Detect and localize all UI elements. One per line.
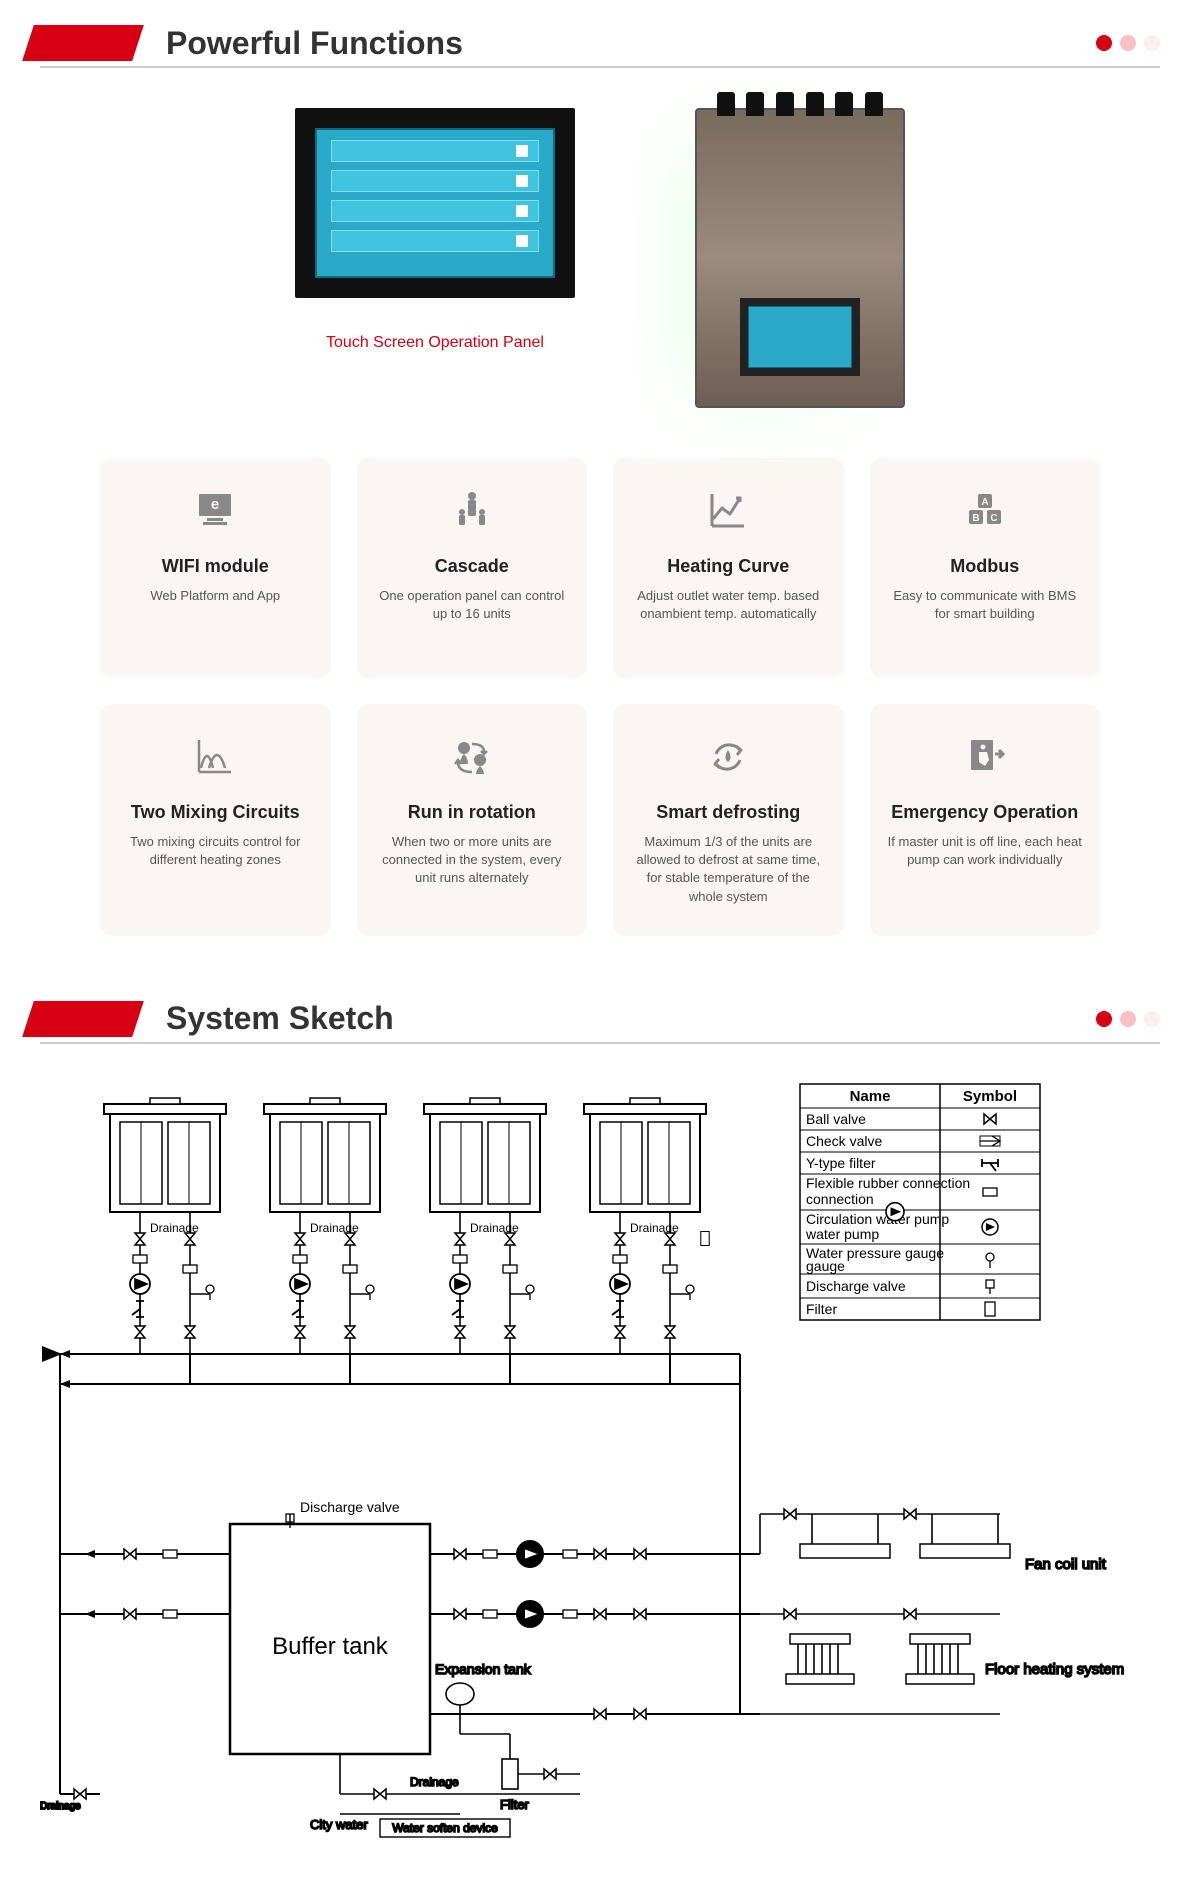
- line-chart-icon: [704, 486, 752, 534]
- distribution: [430, 1474, 760, 1719]
- feature-modbus: A B C Modbus Easy to communicate with BM…: [870, 458, 1101, 678]
- heat-pump-device: [695, 108, 905, 408]
- legend-table: Name Symbol Ball valve Check valve Y-typ…: [701, 1084, 1040, 1320]
- svg-text:C: C: [990, 513, 997, 524]
- monitor-icon: e: [191, 486, 239, 534]
- touch-panel-frame: [295, 108, 575, 298]
- system-sketch: Name Symbol Ball valve Check valve Y-typ…: [40, 1074, 1160, 1859]
- svg-text:water pump: water pump: [805, 1226, 879, 1242]
- section-header-functions: Powerful Functions: [40, 20, 1160, 68]
- legend-row: Discharge valve: [806, 1278, 906, 1294]
- legend-header-name: Name: [850, 1088, 891, 1105]
- floor-heating-branch: Floor heating system: [760, 1609, 1124, 1714]
- fan-coil-branch: Fan coil unit: [760, 1509, 1107, 1573]
- feature-emergency: Emergency Operation If master unit is of…: [870, 704, 1101, 936]
- svg-text:Drainage: Drainage: [410, 1775, 459, 1789]
- legend-header-symbol: Symbol: [963, 1088, 1017, 1105]
- system-sketch-svg: Name Symbol Ball valve Check valve Y-typ…: [40, 1074, 1160, 1854]
- device-embedded-screen: [740, 298, 860, 376]
- svg-text:B: B: [972, 513, 979, 524]
- feature-desc: Maximum 1/3 of the units are allowed to …: [631, 833, 826, 906]
- buffer-tank: Buffer tank Discharge valve: [230, 1499, 430, 1754]
- device-pipes: [697, 92, 903, 116]
- feature-title: Emergency Operation: [888, 802, 1083, 823]
- feature-title: Heating Curve: [631, 556, 826, 577]
- legend-row: Flexible rubber connection: [806, 1175, 970, 1191]
- section-header-sketch: System Sketch: [40, 996, 1160, 1044]
- svg-text:Buffer tank: Buffer tank: [272, 1633, 389, 1660]
- section-title: Powerful Functions: [166, 25, 463, 62]
- svg-text:Drainage: Drainage: [40, 1801, 81, 1812]
- svg-text:Expansion tank: Expansion tank: [435, 1661, 532, 1677]
- legend-row: Circulation water pump: [806, 1211, 949, 1227]
- left-loop: Drainage: [40, 1354, 230, 1812]
- heat-pump-units: Drainage Drainage Drainage Drainage: [104, 1098, 706, 1235]
- feature-defrosting: Smart defrosting Maximum 1/3 of the unit…: [613, 704, 844, 936]
- svg-text:e: e: [211, 496, 219, 513]
- feature-title: Smart defrosting: [631, 802, 826, 823]
- legend-row: Ball valve: [806, 1111, 866, 1127]
- feature-desc: If master unit is off line, each heat pu…: [888, 833, 1083, 869]
- feature-cascade: Cascade One operation panel can control …: [357, 458, 588, 678]
- feature-mixing-circuits: Two Mixing Circuits Two mixing circuits …: [100, 704, 331, 936]
- svg-text:Discharge valve: Discharge valve: [300, 1499, 400, 1515]
- legend-row: Check valve: [806, 1133, 882, 1149]
- feature-desc: Adjust outlet water temp. based onambien…: [631, 587, 826, 623]
- svg-text:Filter: Filter: [500, 1797, 530, 1812]
- feature-desc: Web Platform and App: [118, 587, 313, 605]
- feature-grid: e WIFI module Web Platform and App Casca…: [100, 458, 1100, 936]
- feature-title: Modbus: [888, 556, 1083, 577]
- svg-text:A: A: [981, 497, 988, 508]
- feature-desc: One operation panel can control up to 16…: [375, 587, 570, 623]
- svg-text:gauge: gauge: [806, 1258, 845, 1274]
- svg-text:Water soften device: Water soften device: [392, 1821, 498, 1835]
- svg-text:City water: City water: [310, 1817, 368, 1832]
- unit-piping: [130, 1212, 694, 1354]
- feature-title: Run in rotation: [375, 802, 570, 823]
- feature-title: Cascade: [375, 556, 570, 577]
- dual-curve-icon: [191, 732, 239, 780]
- feature-title: WIFI module: [118, 556, 313, 577]
- touch-screen: [315, 128, 555, 278]
- decorative-dots: [1096, 1011, 1160, 1027]
- feature-desc: When two or more units are connected in …: [375, 833, 570, 888]
- red-accent-tab: [22, 25, 144, 61]
- feature-wifi: e WIFI module Web Platform and App: [100, 458, 331, 678]
- refresh-droplet-icon: [704, 732, 752, 780]
- svg-text:connection: connection: [806, 1191, 874, 1207]
- feature-heating-curve: Heating Curve Adjust outlet water temp. …: [613, 458, 844, 678]
- legend-row: Y-type filter: [806, 1155, 876, 1171]
- legend-row: Filter: [806, 1301, 837, 1317]
- people-group-icon: [448, 486, 496, 534]
- touch-panel-block: Touch Screen Operation Panel: [295, 108, 575, 352]
- feature-desc: Two mixing circuits control for differen…: [118, 833, 313, 869]
- decorative-dots: [1096, 35, 1160, 51]
- feature-rotation: Run in rotation When two or more units a…: [357, 704, 588, 936]
- svg-text:Fan coil unit: Fan coil unit: [1025, 1556, 1107, 1573]
- feature-title: Two Mixing Circuits: [118, 802, 313, 823]
- svg-text:Floor heating system: Floor heating system: [985, 1661, 1124, 1678]
- touch-panel-caption: Touch Screen Operation Panel: [295, 334, 575, 352]
- section-title: System Sketch: [166, 1000, 394, 1037]
- exit-icon: [961, 732, 1009, 780]
- red-accent-tab: [22, 1001, 144, 1037]
- product-showcase: Touch Screen Operation Panel: [80, 108, 1120, 408]
- feature-desc: Easy to communicate with BMS for smart b…: [888, 587, 1083, 623]
- abc-blocks-icon: A B C: [961, 486, 1009, 534]
- rotation-icon: [448, 732, 496, 780]
